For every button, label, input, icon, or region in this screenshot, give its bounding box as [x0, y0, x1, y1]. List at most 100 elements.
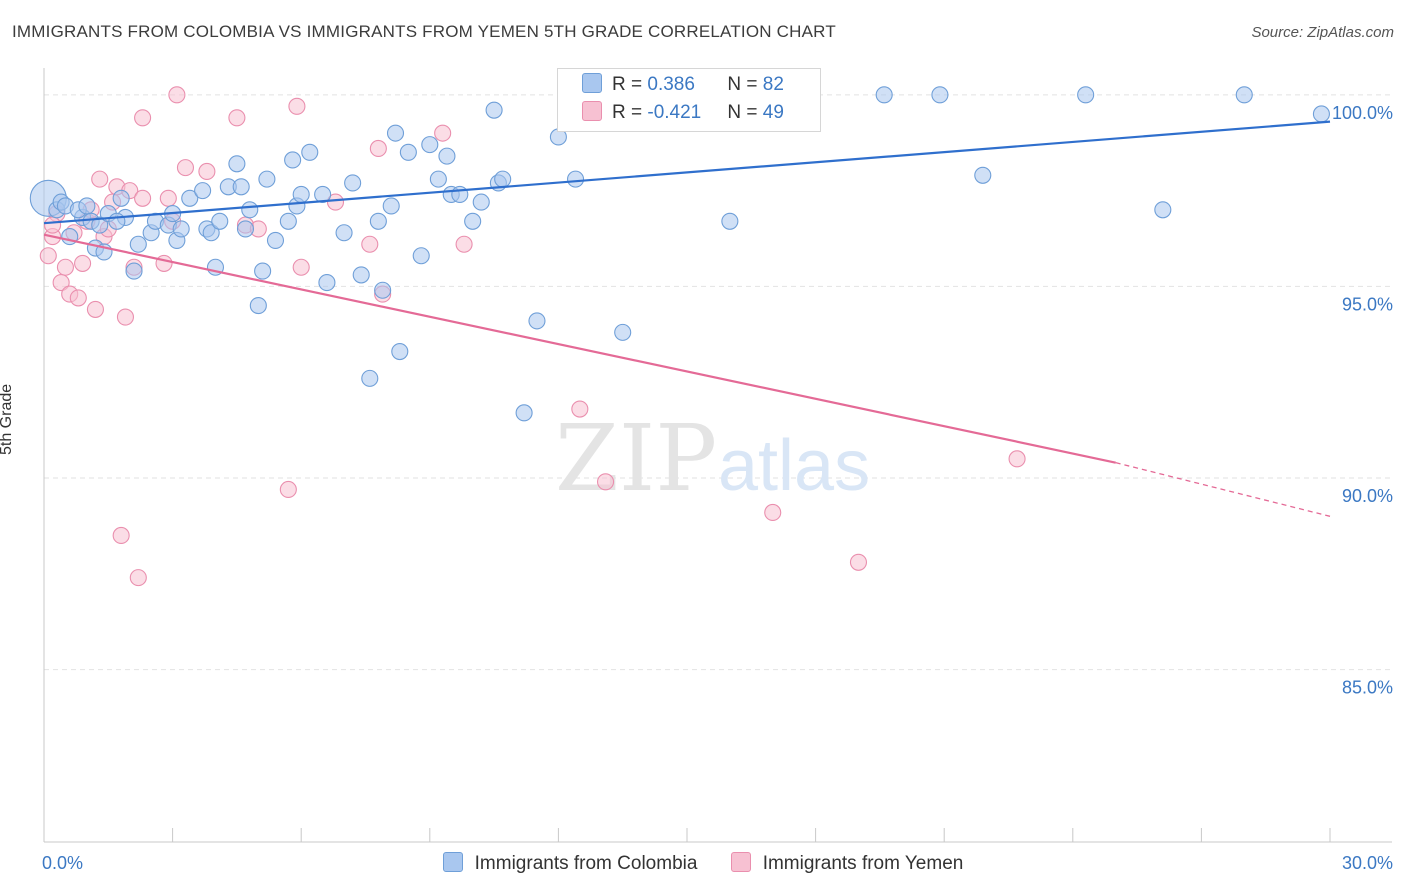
stats-legend: R = 0.386 N = 82 R = -0.421 N = 49 [557, 68, 821, 132]
point-colombia [241, 201, 259, 219]
point-colombia [399, 143, 417, 161]
watermark-zip: ZIP [555, 405, 717, 512]
trend-line-yemen-extension [1115, 462, 1331, 517]
x-tick-label: 0.0% [42, 853, 83, 873]
point-colombia [438, 147, 456, 165]
point-yemen [597, 473, 615, 491]
point-colombia [386, 124, 405, 142]
n-label: N = [727, 74, 763, 95]
point-yemen [39, 247, 57, 265]
point-colombia [352, 266, 370, 284]
point-yemen [361, 235, 379, 253]
point-yemen [228, 109, 246, 127]
point-colombia [1312, 105, 1330, 123]
point-colombia [412, 247, 430, 265]
x-tick-label: 30.0% [1342, 853, 1393, 873]
point-colombia [181, 189, 199, 207]
point-colombia [91, 216, 109, 234]
point-yemen [69, 289, 87, 307]
point-colombia [374, 281, 392, 299]
tick-labels: 85.0% 90.0% 95.0% 100.0% 0.0% 30.0% [42, 103, 1393, 873]
y-tick-label: 90.0% [1342, 486, 1393, 506]
point-colombia [292, 185, 310, 203]
point-yemen [44, 216, 62, 234]
y-tick-label: 95.0% [1342, 294, 1393, 314]
point-colombia [284, 151, 302, 169]
point-colombia [112, 189, 130, 207]
point-colombia [279, 212, 297, 230]
point-yemen [369, 139, 387, 158]
series-yemen-points [39, 86, 1026, 587]
legend-item-colombia[interactable]: Immigrants from Colombia [442, 852, 697, 875]
point-colombia [335, 224, 353, 242]
point-colombia [421, 136, 439, 154]
n-value: 49 [762, 102, 784, 123]
point-colombia [494, 170, 512, 188]
r-label: R = [612, 102, 648, 123]
point-colombia [108, 212, 126, 230]
point-yemen [56, 258, 74, 276]
point-colombia [344, 174, 362, 192]
point-yemen [1008, 450, 1026, 468]
point-yemen [168, 86, 186, 104]
y-tick-label: 100.0% [1332, 103, 1393, 123]
source-label: Source: ZipAtlas.com [1251, 24, 1394, 41]
point-colombia [258, 170, 276, 188]
point-colombia [249, 297, 267, 315]
point-colombia [566, 170, 585, 188]
point-yemen [849, 553, 868, 571]
point-colombia [472, 193, 490, 211]
chart-title: IMMIGRANTS FROM COLOMBIA VS IMMIGRANTS F… [12, 22, 836, 41]
point-colombia [301, 143, 319, 161]
trend-line-yemen [43, 233, 1116, 464]
point-yemen [434, 124, 452, 142]
point-colombia [875, 86, 893, 104]
point-colombia [211, 212, 229, 230]
watermark-atlas: atlas [718, 426, 870, 506]
n-label: N = [727, 102, 763, 123]
point-colombia [1235, 86, 1253, 104]
y-tick-label: 85.0% [1342, 678, 1393, 698]
point-colombia [194, 182, 212, 200]
point-colombia [1077, 86, 1095, 104]
point-yemen [134, 109, 152, 127]
point-yemen [571, 400, 589, 418]
trend-lines [43, 120, 1331, 517]
point-yemen [112, 526, 130, 545]
legend-item-yemen[interactable]: Immigrants from Yemen [730, 852, 964, 875]
point-yemen [288, 97, 306, 115]
point-colombia [125, 262, 143, 280]
r-value: 0.386 [647, 74, 695, 95]
swatch-colombia [442, 852, 463, 872]
legend-label-yemen: Immigrants from Yemen [762, 853, 964, 874]
point-colombia [464, 212, 482, 230]
point-colombia [528, 312, 546, 330]
point-colombia [429, 170, 447, 188]
point-colombia [515, 404, 533, 422]
point-yemen [91, 170, 109, 188]
point-colombia [78, 197, 96, 215]
point-colombia [974, 166, 992, 184]
point-yemen [134, 189, 152, 207]
n-value: 82 [762, 74, 784, 95]
point-colombia [236, 220, 255, 238]
r-value: -0.421 [647, 102, 702, 123]
point-colombia [254, 262, 272, 280]
stats-row-yemen: R = -0.421 N = 49 [582, 101, 784, 127]
point-yemen [129, 569, 147, 587]
point-yemen [176, 159, 195, 177]
point-colombia [721, 212, 739, 230]
point-colombia [228, 155, 246, 173]
point-colombia [232, 178, 250, 196]
trend-line-colombia [43, 120, 1331, 225]
point-yemen [764, 503, 782, 522]
series-legend: Immigrants from Colombia Immigrants from… [0, 852, 1406, 875]
point-yemen [455, 235, 473, 253]
point-colombia [314, 185, 332, 203]
point-colombia [614, 323, 632, 341]
point-yemen [292, 258, 310, 276]
swatch-colombia [582, 73, 602, 93]
swatch-yemen [582, 101, 602, 121]
point-colombia [318, 274, 336, 292]
